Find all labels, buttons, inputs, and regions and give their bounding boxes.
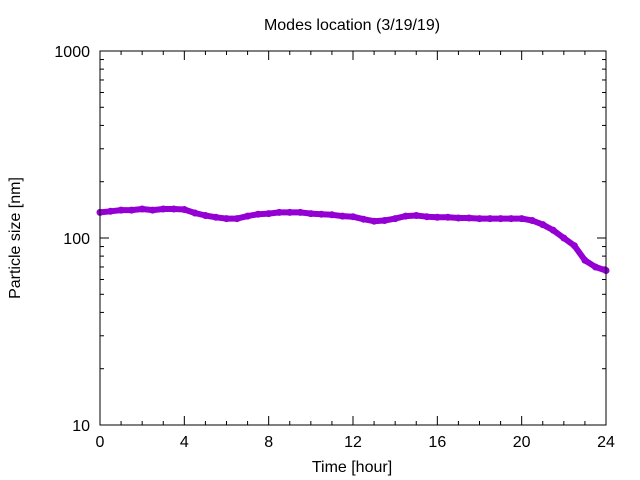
chart-title: Modes location (3/19/19) [264,17,440,34]
data-point [339,212,346,220]
data-point [381,217,389,224]
data-point [391,215,399,223]
data-point [476,215,483,223]
y-tick-label: 1000 [54,44,90,61]
data-point [212,213,220,221]
data-point [233,215,241,223]
data-point [223,215,230,223]
x-tick-label: 20 [513,434,531,451]
data-point [570,242,578,250]
data-point [402,212,410,220]
data-point [275,208,283,216]
data-point [433,213,441,221]
data-point [465,214,473,222]
data-point [349,213,357,221]
data-point [117,206,125,214]
data-series [96,205,610,274]
data-point [592,263,599,271]
data-point [328,211,336,219]
data-point [528,217,536,224]
data-point [518,215,526,223]
y-tick-label: 100 [63,231,90,248]
plot-border [99,50,607,426]
y-axis-label: Particle size [nm] [7,177,24,299]
x-tick-label: 0 [96,434,105,451]
x-tick-label: 24 [597,434,615,451]
data-point [317,210,325,218]
data-point [107,207,114,215]
data-point [360,215,367,223]
x-axis-label: Time [hour] [312,459,392,476]
data-point [244,212,252,220]
data-point [138,205,146,213]
data-point [191,209,199,217]
data-point [486,215,494,223]
data-point [560,234,568,242]
x-tick-label: 12 [344,434,362,451]
data-point [149,206,157,214]
data-point [549,226,557,234]
y-tick-label: 10 [72,418,90,435]
data-point [201,212,209,219]
x-tick-label: 16 [428,434,446,451]
data-point [454,214,462,222]
data-point [370,217,378,225]
tick-labels: 0 4 8 12 16 20 24 10 100 1000 [54,44,615,451]
data-point [539,221,547,229]
data-point [507,215,515,223]
data-point [159,205,167,213]
data-point [286,208,294,216]
data-point [412,212,420,219]
data-point [128,206,136,214]
data-point [497,215,505,223]
data-point [307,210,315,218]
data-point [180,206,188,213]
x-tick-label: 8 [264,434,273,451]
data-point [170,205,178,213]
data-point [296,208,304,216]
data-point [444,213,452,221]
data-point [581,256,589,264]
data-point [423,213,431,221]
axis-ticks [99,50,607,426]
data-point [254,210,262,218]
x-tick-label: 4 [180,434,189,451]
data-point [265,210,273,218]
